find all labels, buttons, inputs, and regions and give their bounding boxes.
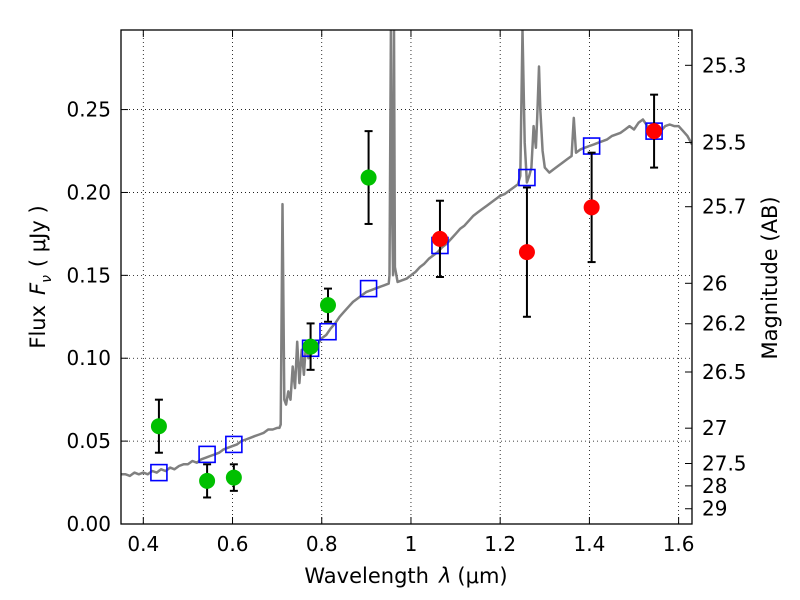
y2-tick-label: 26 bbox=[702, 271, 727, 295]
model-square-marker bbox=[198, 445, 216, 464]
x-tick-label: 0.4 bbox=[127, 532, 159, 556]
y2-tick-label: 25.3 bbox=[702, 53, 747, 77]
y-axis-label: FluxFν( μJy ) bbox=[26, 205, 55, 348]
model-square-marker bbox=[319, 322, 337, 341]
x-tick-label: 1.2 bbox=[484, 532, 516, 556]
y2-tick-label: 27.5 bbox=[702, 451, 747, 475]
y2-tick-label: 27 bbox=[702, 416, 727, 440]
observation-point bbox=[319, 297, 336, 314]
y-tick-label: 0.05 bbox=[66, 429, 111, 453]
model-square-marker bbox=[359, 279, 378, 298]
y2-tick-label: 26.2 bbox=[702, 312, 747, 336]
x-tick-label: 1.6 bbox=[663, 532, 695, 556]
x-tick-label: 0.6 bbox=[217, 532, 249, 556]
y2-tick-label: 29 bbox=[702, 497, 727, 521]
y-tick-label: 0.25 bbox=[66, 98, 111, 122]
observation-point bbox=[150, 418, 167, 435]
y2-tick-label: 25.7 bbox=[702, 195, 747, 219]
observation-point bbox=[225, 469, 242, 486]
plot-frame bbox=[120, 29, 693, 525]
model-square-marker bbox=[518, 168, 536, 187]
y-tick-label: 0.20 bbox=[66, 180, 111, 204]
y2-tick-label: 28 bbox=[702, 474, 727, 498]
spectrum-line bbox=[121, 30, 692, 478]
y2-tick-label: 25.5 bbox=[702, 131, 747, 155]
model-square-marker bbox=[150, 463, 168, 482]
observation-point bbox=[302, 338, 319, 355]
model-square-marker bbox=[225, 435, 243, 454]
observation-point bbox=[199, 472, 216, 489]
observation-point bbox=[360, 169, 377, 186]
observation-point bbox=[518, 244, 535, 261]
x-tick-label: 1.4 bbox=[573, 532, 605, 556]
y2-axis-label: Magnitude (AB) bbox=[758, 196, 782, 359]
axis-ticks: 0.4 0.6 0.8 1 1.2 1.4 1.6 0.00 0.05 0.10 0.15 0.20 0… bbox=[66, 30, 747, 556]
y-tick-label: 0.10 bbox=[66, 346, 111, 370]
observation-point bbox=[646, 123, 663, 140]
observation-point bbox=[431, 230, 448, 247]
x-tick-label: 1 bbox=[405, 532, 418, 556]
x-tick-label: 0.8 bbox=[306, 532, 338, 556]
plot-area bbox=[121, 30, 692, 499]
x-axis-label: Wavelength λ (μm) bbox=[304, 564, 507, 588]
y-tick-label: 0.00 bbox=[66, 512, 111, 536]
observation-point bbox=[583, 199, 600, 216]
y2-tick-label: 26.5 bbox=[702, 360, 747, 384]
y-tick-label: 0.15 bbox=[66, 263, 111, 287]
